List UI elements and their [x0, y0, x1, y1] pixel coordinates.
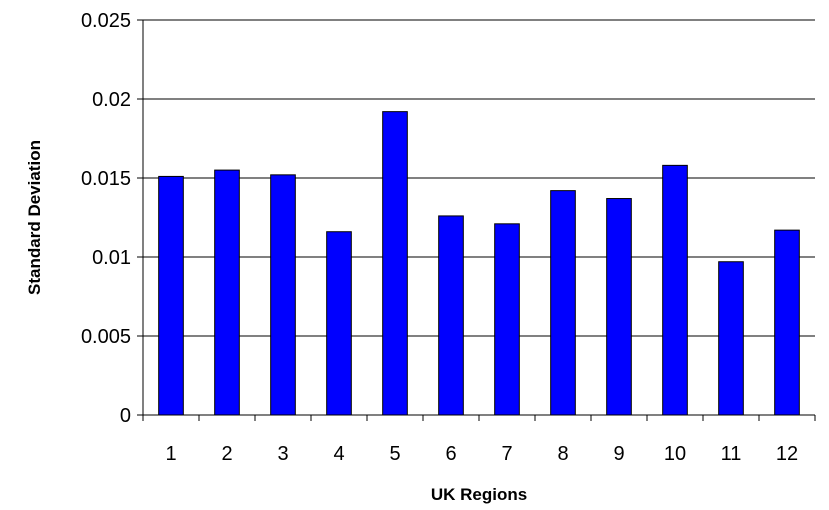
y-tick-label: 0.025: [81, 10, 131, 32]
x-tick-label: 9: [613, 443, 624, 465]
bar: [550, 190, 576, 416]
x-tick-labels: 1 2 3 4 5 6 7 8 9 10 11 12: [165, 443, 798, 465]
bar: [382, 111, 408, 416]
y-tick-label: 0.02: [92, 89, 131, 111]
x-tick-label: 5: [389, 443, 400, 465]
x-axis-title: UK Regions: [431, 485, 527, 504]
x-tick-label: 1: [165, 443, 176, 465]
gridlines: [143, 19, 815, 337]
bar: [662, 164, 688, 416]
y-tick-label: 0: [120, 405, 131, 427]
y-tick-label: 0.005: [81, 326, 131, 348]
bar: [270, 174, 296, 416]
x-tick-label: 7: [501, 443, 512, 465]
bar: [774, 229, 800, 416]
axes: [137, 19, 816, 421]
bar: [494, 223, 520, 416]
bar: [326, 231, 352, 416]
y-tick-label: 0.015: [81, 168, 131, 190]
x-tick-label: 6: [445, 443, 456, 465]
x-tick-label: 2: [221, 443, 232, 465]
x-tick-label: 11: [721, 443, 742, 465]
x-tick-label: 4: [333, 443, 344, 465]
y-tick-label: 0.01: [92, 247, 131, 269]
bar: [214, 169, 240, 416]
bar: [606, 198, 632, 416]
y-axis-title: Standard Deviation: [25, 140, 44, 295]
x-tick-label: 3: [277, 443, 288, 465]
bar: [158, 175, 184, 416]
x-tick-label: 10: [664, 443, 686, 465]
y-tick-labels: 0 0.005 0.01 0.015 0.02 0.025: [81, 10, 131, 427]
bars: [158, 111, 800, 416]
x-tick-label: 12: [776, 443, 798, 465]
bar: [718, 261, 744, 416]
x-tick-label: 8: [557, 443, 568, 465]
bar: [438, 215, 464, 416]
